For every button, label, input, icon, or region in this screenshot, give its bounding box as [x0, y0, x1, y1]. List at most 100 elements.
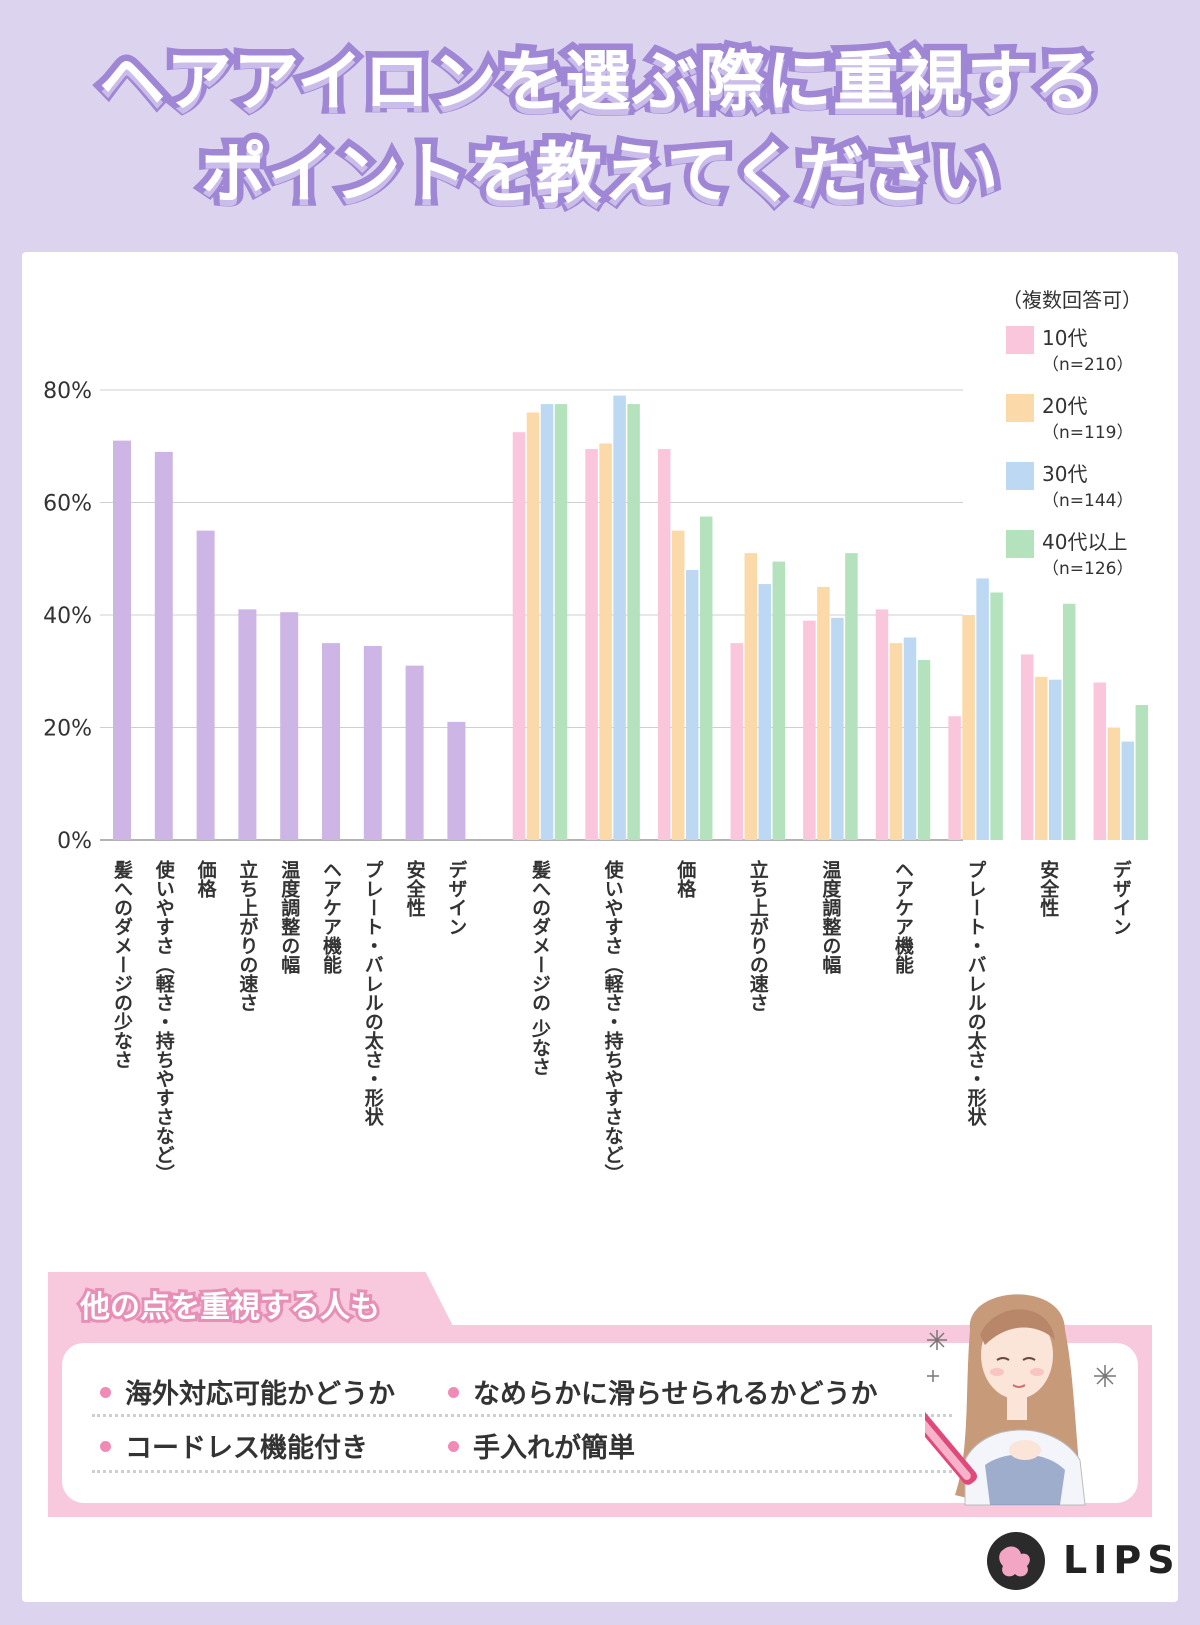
x-tick-label: 髪へのダメージの 少なさ [529, 860, 552, 1076]
x-tick-label: 安全性 [1037, 859, 1060, 918]
x-tick-label: 使いやすさ（軽さ・持ちやすさなど） [602, 860, 625, 1183]
bar [671, 530, 685, 840]
bar [1121, 741, 1135, 840]
x-tick-label: 立ち上がりの速さ [747, 859, 769, 1012]
chart-title-line1: ヘアアイロンを選ぶ際に重視する [93, 37, 1107, 127]
bar [903, 637, 917, 840]
bullet-dot-icon [448, 1387, 459, 1398]
bar [744, 553, 758, 840]
bar [322, 643, 340, 840]
legend-item-10s: 10代 （n=210） [1006, 322, 1166, 378]
note-item: コードレス機能付き [100, 1426, 368, 1465]
bar [280, 612, 299, 840]
bar [845, 553, 858, 840]
note-divider [92, 1414, 952, 1417]
lips-logo-icon [987, 1532, 1045, 1590]
bar [154, 451, 173, 840]
legend-item-30s: 30代 （n=144） [1006, 458, 1166, 514]
bar [1048, 679, 1062, 840]
legend-n-40s-plus: （n=126） [1042, 559, 1134, 579]
legend-n-10s: （n=210） [1042, 355, 1134, 375]
bar [772, 561, 786, 840]
bar [948, 716, 961, 840]
bar [540, 404, 554, 840]
x-tick-label: 温度調整の幅 [819, 860, 841, 975]
chart-title-line2: ポイントを教えてください [194, 129, 1005, 219]
bar [1135, 705, 1149, 840]
note-item: なめらかに滑らせられるかどうか [448, 1372, 877, 1411]
bar [405, 665, 424, 840]
note-item: 手入れが簡単 [448, 1426, 635, 1465]
note-divider [92, 1470, 952, 1473]
legend-swatch-30s [1006, 462, 1034, 490]
bullet-dot-icon [100, 1387, 111, 1398]
bar [803, 620, 816, 840]
bar [599, 443, 612, 840]
y-tick-label: 40% [43, 604, 92, 629]
x-tick-label: 温度調整の幅 [278, 860, 300, 975]
bar [526, 412, 540, 840]
bar [554, 404, 568, 840]
y-tick-label: 80% [43, 379, 92, 404]
legend-label-30s: 30代 [1042, 462, 1088, 486]
lips-logo: LIPS [985, 1530, 1175, 1590]
legend-swatch-10s [1006, 326, 1034, 354]
bar [196, 530, 215, 840]
bar [1034, 676, 1048, 840]
note-heading: 他の点を重視する人も [77, 1287, 383, 1328]
bar [627, 404, 640, 840]
note-tab [48, 1272, 454, 1328]
bar [363, 645, 382, 840]
bar [889, 643, 903, 840]
bar [238, 609, 257, 840]
legend-label-20s: 20代 [1042, 394, 1088, 418]
bar [1062, 603, 1076, 840]
bullet-dot-icon [448, 1441, 459, 1452]
x-tick-label: デザイン [445, 859, 467, 936]
x-tick-label: プレート・バレルの太さ・形状 [362, 860, 384, 1127]
x-tick-label: ヘアケア機能 [892, 860, 914, 974]
note-item-text: コードレス機能付き [125, 1433, 368, 1464]
brand-name: LIPS [1063, 1538, 1181, 1582]
y-tick-label: 20% [43, 717, 92, 742]
bullet-dot-icon [100, 1441, 111, 1452]
note-item: 海外対応可能かどうか [100, 1372, 395, 1411]
chart-title: ヘアアイロンを選ぶ際に重視する ポイントを教えてください [0, 36, 1200, 220]
x-tick-label: 使いやすさ（軽さ・持ちやすさなど） [153, 860, 176, 1183]
bar [1093, 682, 1107, 840]
legend-swatch-40s-plus [1006, 530, 1034, 558]
legend-n-20s: （n=119） [1042, 423, 1134, 443]
legend-item-40s-plus: 40代以上 （n=126） [1006, 526, 1166, 582]
y-tick-label: 0% [57, 829, 92, 854]
x-tick-label: プレート・バレルの太さ・形状 [965, 860, 987, 1127]
x-tick-label: 安全性 [404, 859, 427, 918]
bar [685, 570, 699, 840]
bar-chart: 0%20%40%60%80%髪へのダメージの少なさ 使いやすさ（軽さ・持ちやすさな… [43, 379, 1149, 1183]
bar [831, 617, 844, 840]
note-item-text: 海外対応可能かどうか [125, 1379, 395, 1410]
bar [990, 592, 1003, 840]
legend-label-10s: 10代 [1042, 326, 1088, 350]
x-tick-label: デザイン [1110, 859, 1132, 936]
bar [613, 395, 626, 840]
bar [875, 609, 889, 840]
bar [113, 440, 131, 840]
bar [1020, 654, 1034, 840]
y-tick-label: 60% [43, 492, 92, 517]
woman-with-hair-iron-illustration [925, 1294, 1116, 1506]
x-tick-label: 価格 [674, 860, 697, 899]
bar [699, 516, 713, 840]
x-tick-label: 髪へのダメージの少なさ [111, 860, 134, 1069]
bar [962, 615, 975, 840]
bar [657, 449, 671, 840]
x-tick-label: 立ち上がりの速さ [236, 859, 258, 1012]
note-item-text: 手入れが簡単 [473, 1433, 635, 1464]
bar [730, 643, 744, 840]
bar [512, 432, 526, 840]
legend-title: （複数回答可） [1002, 288, 1142, 312]
bar [447, 721, 466, 840]
bar [585, 449, 598, 840]
note-item-text: なめらかに滑らせられるかどうか [473, 1379, 878, 1410]
bar [917, 660, 931, 840]
x-tick-label: ヘアケア機能 [320, 860, 342, 974]
